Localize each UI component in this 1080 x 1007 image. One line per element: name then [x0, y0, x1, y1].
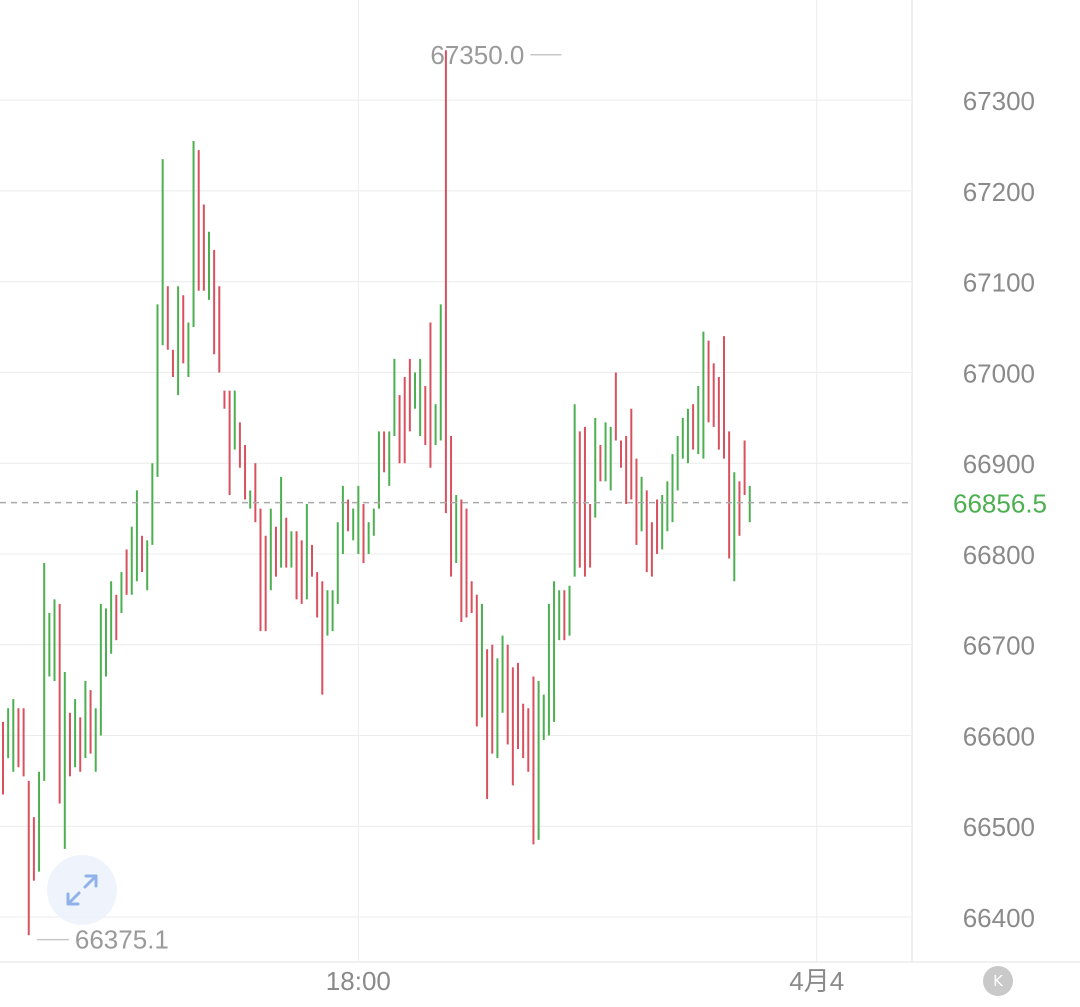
y-tick-label: 66500: [963, 812, 1035, 842]
expand-arrows-icon: [66, 874, 98, 906]
y-tick-label: 66700: [963, 631, 1035, 661]
y-tick-label: 67200: [963, 177, 1035, 207]
y-axis-ticks: 67300 67200 67100 67000 66900 66800 66700 66600…: [963, 86, 1035, 933]
y-tick-label: 67300: [963, 86, 1035, 116]
y-tick-label: 67000: [963, 358, 1035, 388]
x-tick-label: 4月4: [789, 966, 844, 996]
kline-toggle-button[interactable]: K: [983, 966, 1013, 996]
y-tick-label: 66900: [963, 449, 1035, 479]
y-tick-label: 66600: [963, 721, 1035, 751]
low-price-label: 66375.1: [75, 925, 169, 955]
y-tick-label: 66800: [963, 540, 1035, 570]
y-tick-label: 66400: [963, 903, 1035, 933]
last-price-label: 66856.5: [953, 489, 1047, 519]
x-axis-ticks: 18:00 4月4: [326, 966, 844, 996]
expand-button[interactable]: [47, 855, 117, 925]
y-tick-label: 67100: [963, 268, 1035, 298]
high-price-label: 67350.0: [430, 40, 524, 70]
grid-lines: [0, 0, 912, 962]
ohlc-bars: [2, 50, 751, 936]
x-tick-label: 18:00: [326, 966, 391, 996]
